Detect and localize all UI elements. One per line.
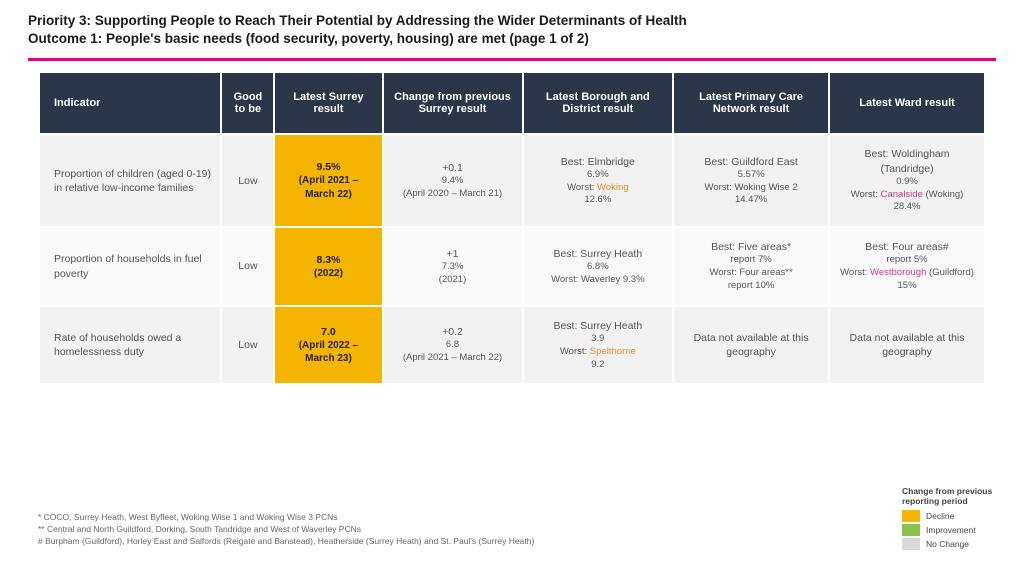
col-borough: Latest Borough and District result [524,73,673,133]
col-ward: Latest Ward result [830,73,984,133]
indicator-table: Indicator Good to be Latest Surrey resul… [38,71,986,385]
swatch-decline [902,510,920,522]
cell-pcn: Data not available at this geography [674,307,828,384]
cell-indicator: Proportion of households in fuel poverty [40,228,220,305]
footnotes: * COCO, Surrey Heath, West Byfleet, Woki… [38,512,534,548]
cell-latest: 9.5%(April 2021 – March 22) [275,135,381,226]
col-indicator: Indicator [40,73,220,133]
footnote-3: # Burpham (Guildford), Horley East and S… [38,536,534,548]
cell-good: Low [222,228,273,305]
cell-good: Low [222,307,273,384]
cell-ward: Best: Woldingham (Tandridge)0.9%Worst: C… [830,135,984,226]
table-row: Rate of households owed a homelessness d… [40,307,984,384]
col-good: Good to be [222,73,273,133]
cell-indicator: Rate of households owed a homelessness d… [40,307,220,384]
footnote-2: ** Central and North Guildford, Dorking,… [38,524,534,536]
header-line1: Priority 3: Supporting People to Reach T… [28,12,996,30]
legend-improvement: Improvement [902,524,1012,536]
cell-ward: Data not available at this geography [830,307,984,384]
legend-decline-label: Decline [926,511,954,521]
legend: Change from previous reporting period De… [902,486,1012,552]
col-pcn: Latest Primary Care Network result [674,73,828,133]
cell-borough: Best: Surrey Heath3.9Worst: Spelthorne9.… [524,307,673,384]
legend-decline: Decline [902,510,1012,522]
header-line2: Outcome 1: People's basic needs (food se… [28,30,996,48]
legend-nochange: No Change [902,538,1012,550]
table-body: Proportion of children (aged 0-19) in re… [40,135,984,383]
cell-borough: Best: Surrey Heath6.8%Worst: Waverley 9.… [524,228,673,305]
legend-improvement-label: Improvement [926,525,976,535]
swatch-nochange [902,538,920,550]
cell-latest: 8.3%(2022) [275,228,381,305]
col-latest: Latest Surrey result [275,73,381,133]
cell-change: +0.19.4%(April 2020 – March 21) [384,135,522,226]
cell-pcn: Best: Guildford East5.57%Worst: Woking W… [674,135,828,226]
cell-change: +17.3%(2021) [384,228,522,305]
cell-pcn: Best: Five areas*report 7%Worst: Four ar… [674,228,828,305]
cell-ward: Best: Four areas#report 5%Worst: Westbor… [830,228,984,305]
cell-latest: 7.0(April 2022 – March 23) [275,307,381,384]
legend-title: Change from previous reporting period [902,486,1012,506]
legend-nochange-label: No Change [926,539,969,549]
accent-rule [28,58,996,61]
col-change: Change from previous Surrey result [384,73,522,133]
page-header: Priority 3: Supporting People to Reach T… [0,0,1024,54]
table-header-row: Indicator Good to be Latest Surrey resul… [40,73,984,133]
swatch-improvement [902,524,920,536]
table-row: Proportion of households in fuel poverty… [40,228,984,305]
table-container: Indicator Good to be Latest Surrey resul… [38,71,986,385]
cell-good: Low [222,135,273,226]
cell-change: +0.26.8(April 2021 – March 22) [384,307,522,384]
cell-borough: Best: Elmbridge6.9%Worst: Woking12.6% [524,135,673,226]
table-row: Proportion of children (aged 0-19) in re… [40,135,984,226]
footnote-1: * COCO, Surrey Heath, West Byfleet, Woki… [38,512,534,524]
cell-indicator: Proportion of children (aged 0-19) in re… [40,135,220,226]
